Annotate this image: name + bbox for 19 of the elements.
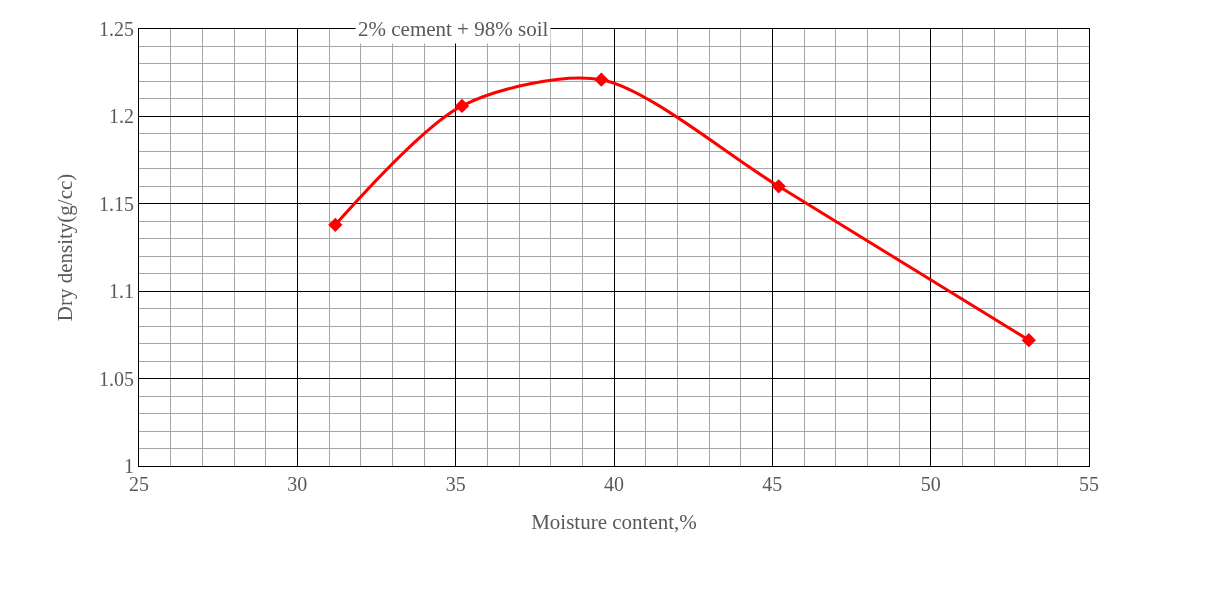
x-axis-title: Moisture content,% xyxy=(531,510,697,535)
chart-title: 2% cement + 98% soil xyxy=(358,17,549,41)
point xyxy=(771,179,786,194)
x-tick-label: 40 xyxy=(604,473,624,495)
y-tick-label: 1.2 xyxy=(109,105,134,128)
x-tick-label: 30 xyxy=(287,473,308,495)
x-tick-label: 50 xyxy=(920,473,941,495)
x-tick-label: 45 xyxy=(762,473,783,495)
y-tick-label: 1.15 xyxy=(99,192,134,215)
y-tick-label: 1.05 xyxy=(99,367,134,390)
point xyxy=(594,72,609,87)
point xyxy=(328,217,343,232)
y-tick-label: 1.25 xyxy=(99,18,134,40)
point xyxy=(454,98,470,114)
x-tick-label: 35 xyxy=(445,473,466,495)
y-tick-label: 1.1 xyxy=(109,280,134,303)
point xyxy=(1021,332,1036,348)
x-tick-label: 55 xyxy=(1079,473,1099,495)
y-axis-title: Dry density(g/cc) xyxy=(53,173,78,322)
